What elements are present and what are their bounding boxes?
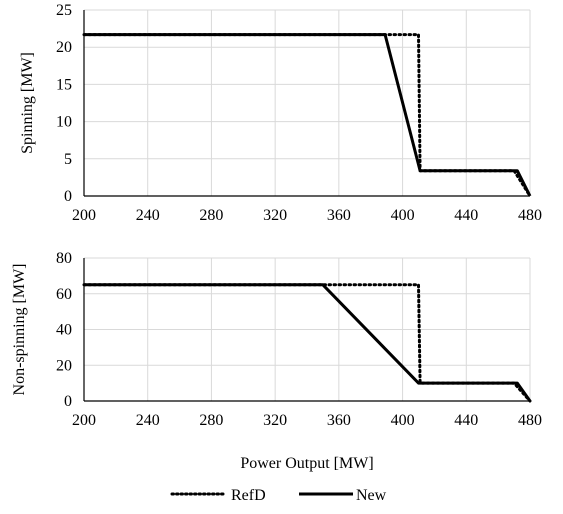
spinning-x-tick-label: 240 [136,207,160,224]
non-spinning-x-tick-label: 320 [263,412,287,429]
legend-new-label: New [356,487,387,504]
spinning-y-tick-label: 25 [56,2,72,19]
non-spinning-series-new-line [84,283,532,402]
non-spinning-chart: 0 20 40 60 80 200 240 280 320 360 400 440 480 Non-spi… [11,250,542,472]
non-spinning-y-tick-label: 60 [56,286,72,303]
spinning-x-tick-label: 200 [72,207,96,224]
spinning-x-tick-label: 280 [199,207,223,224]
non-spinning-y-tick-label: 20 [56,357,72,374]
spinning-y-tick-label: 5 [64,151,72,168]
non-spinning-x-tick-label: 240 [136,412,160,429]
spinning-x-tick-label: 320 [263,207,287,224]
non-spinning-x-tick-label: 200 [72,412,96,429]
non-spinning-y-axis-label: Non-spinning [MW] [11,264,28,396]
spinning-y-tick-label: 15 [56,76,72,93]
non-spinning-x-tick-label: 280 [199,412,223,429]
non-spinning-y-tick-label: 0 [64,393,72,410]
non-spinning-x-tick-label: 440 [454,412,478,429]
spinning-x-tick-label: 440 [454,207,478,224]
spinning-y-tick-label: 10 [56,114,72,131]
legend-refd-label: RefD [231,487,266,504]
spinning-x-tick-label: 400 [391,207,415,224]
non-spinning-x-tick-label: 480 [518,412,542,429]
non-spinning-x-tick-label: 400 [391,412,415,429]
spinning-x-tick-label: 480 [518,207,542,224]
spinning-x-tick-label: 360 [327,207,351,224]
spinning-series-new-line [84,33,532,197]
spinning-y-tick-label: 20 [56,39,72,56]
non-spinning-x-tick-label: 360 [327,412,351,429]
spinning-y-axis-label: Spinning [MW] [19,52,36,154]
non-spinning-x-axis-label: Power Output [MW] [240,455,373,472]
spinning-chart: 0 5 10 15 20 25 200 240 280 320 360 400 440 480 Spinni… [19,2,542,224]
non-spinning-y-tick-label: 40 [56,322,72,339]
spinning-y-tick-label: 0 [64,188,72,205]
non-spinning-y-tick-label: 80 [56,250,72,267]
legend: RefD New [170,487,387,504]
